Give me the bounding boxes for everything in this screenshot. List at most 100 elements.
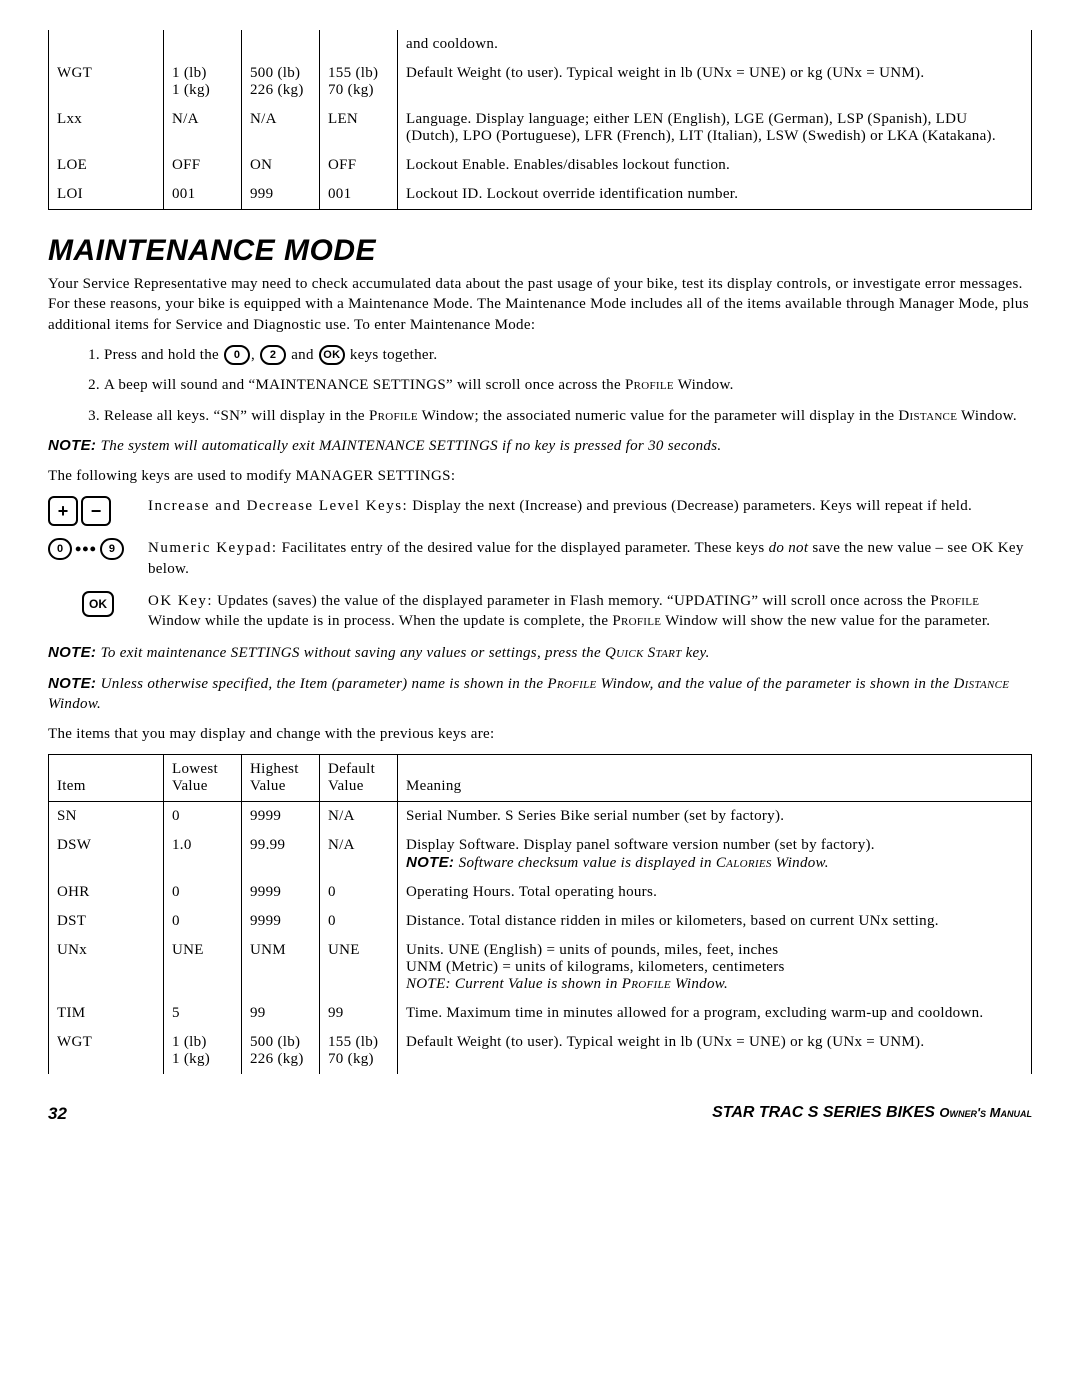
note-3: NOTE: Unless otherwise specified, the It… bbox=[48, 674, 1032, 715]
key-text: OK Key: Updates (saves) the value of the… bbox=[148, 591, 1032, 632]
note-text: Software checksum value is displayed in … bbox=[459, 855, 829, 871]
col-header: Item bbox=[49, 755, 164, 802]
section-title: MAINTENANCE MODE bbox=[48, 234, 1032, 268]
minus-key-icon: − bbox=[81, 496, 111, 526]
items-intro: The items that you may display and chang… bbox=[48, 724, 1032, 744]
cell: DST bbox=[49, 907, 164, 936]
cell: OFF bbox=[320, 151, 398, 180]
col-header: Meaning bbox=[398, 755, 1032, 802]
cell: Default Weight (to user). Typical weight… bbox=[398, 59, 1032, 105]
key-text: Numeric Keypad: Facilitates entry of the… bbox=[148, 538, 1032, 579]
cell: N/A bbox=[320, 831, 398, 878]
cell: 9999 bbox=[242, 878, 320, 907]
cell: Distance. Total distance ridden in miles… bbox=[398, 907, 1032, 936]
table-row: WGT 1 (lb) 1 (kg) 500 (lb) 226 (kg) 155 … bbox=[49, 1028, 1032, 1074]
cell: 99 bbox=[320, 999, 398, 1028]
text: A beep will sound and “MAINTENANCE SETTI… bbox=[104, 377, 625, 393]
note-text: The system will automatically exit MAINT… bbox=[101, 438, 722, 454]
note-1: NOTE: The system will automatically exit… bbox=[48, 436, 1032, 456]
text: Window. bbox=[957, 408, 1017, 424]
note-label: NOTE: bbox=[48, 437, 101, 454]
smallcaps: Profile bbox=[930, 593, 979, 609]
cell: Language. Display language; either LEN (… bbox=[398, 105, 1032, 151]
cell: 0 bbox=[164, 802, 242, 832]
table-row: OHR 0 9999 0 Operating Hours. Total oper… bbox=[49, 878, 1032, 907]
page-footer: 32 STAR TRAC S SERIES BIKES Owner's Manu… bbox=[48, 1104, 1032, 1130]
table-header: Item Lowest Value Highest Value Default … bbox=[49, 755, 1032, 802]
key-icons: OK bbox=[48, 591, 148, 617]
smallcaps: Distance bbox=[898, 408, 957, 424]
cell: LOI bbox=[49, 180, 164, 210]
cell: DSW bbox=[49, 831, 164, 878]
page-number: 32 bbox=[48, 1104, 67, 1123]
key-ok-icon: OK bbox=[319, 345, 345, 365]
cell: Display Software. Display panel software… bbox=[398, 831, 1032, 878]
cell: 155 (lb) 70 (kg) bbox=[320, 59, 398, 105]
note-label: NOTE: bbox=[48, 644, 101, 661]
cell: 500 (lb) 226 (kg) bbox=[242, 1028, 320, 1074]
note-label: NOTE: bbox=[48, 675, 101, 692]
cell: N/A bbox=[320, 802, 398, 832]
key-0-icon: 0 bbox=[48, 538, 72, 560]
key-ok-icon: OK bbox=[82, 591, 114, 617]
note-text: To exit maintenance SETTINGS without sav… bbox=[101, 645, 710, 661]
cell: UNE bbox=[320, 936, 398, 999]
text: Units. UNE (English) = units of pounds, … bbox=[406, 942, 785, 975]
table-row: SN 0 9999 N/A Serial Number. S Series Bi… bbox=[49, 802, 1032, 832]
cell: Lockout Enable. Enables/disables lockout… bbox=[398, 151, 1032, 180]
table-row: UNx UNE UNM UNE Units. UNE (English) = u… bbox=[49, 936, 1032, 999]
cell: UNM bbox=[242, 936, 320, 999]
cell: OHR bbox=[49, 878, 164, 907]
note-2: NOTE: To exit maintenance SETTINGS witho… bbox=[48, 643, 1032, 663]
col-header: Highest Value bbox=[242, 755, 320, 802]
cell: 001 bbox=[164, 180, 242, 210]
cell bbox=[164, 30, 242, 59]
step-2: A beep will sound and “MAINTENANCE SETTI… bbox=[104, 375, 1032, 395]
cell: 155 (lb) 70 (kg) bbox=[320, 1028, 398, 1074]
smallcaps: Profile bbox=[625, 377, 674, 393]
key-text: Increase and Decrease Level Keys: Displa… bbox=[148, 496, 1032, 516]
cell: SN bbox=[49, 802, 164, 832]
cell: Default Weight (to user). Typical weight… bbox=[398, 1028, 1032, 1074]
steps-list: Press and hold the 0, 2 and OK keys toge… bbox=[48, 345, 1032, 426]
cell: Lockout ID. Lockout override identificat… bbox=[398, 180, 1032, 210]
text: Window. bbox=[674, 377, 734, 393]
text: Window while the update is in process. W… bbox=[148, 613, 612, 629]
note-text: NOTE: Current Value is shown in Profile … bbox=[406, 976, 728, 992]
text: Display the next (Increase) and previous… bbox=[408, 498, 972, 514]
cell: Units. UNE (English) = units of pounds, … bbox=[398, 936, 1032, 999]
dots-icon: ••• bbox=[75, 539, 97, 560]
footer-title: STAR TRAC S SERIES BIKES Owner's Manual bbox=[712, 1104, 1032, 1122]
text: Facilitates entry of the desired value f… bbox=[278, 540, 769, 556]
cell: LOE bbox=[49, 151, 164, 180]
text: Updates (saves) the value of the display… bbox=[213, 593, 930, 609]
step-1: Press and hold the 0, 2 and OK keys toge… bbox=[104, 345, 1032, 366]
key-9-icon: 9 bbox=[100, 538, 124, 560]
cell: 99.99 bbox=[242, 831, 320, 878]
key-icons: + − bbox=[48, 496, 148, 526]
cell: WGT bbox=[49, 59, 164, 105]
text: keys together. bbox=[346, 347, 438, 363]
bottom-table: Item Lowest Value Highest Value Default … bbox=[48, 754, 1032, 1074]
cell: Time. Maximum time in minutes allowed fo… bbox=[398, 999, 1032, 1028]
text: STAR TRAC S SERIES BIKES bbox=[712, 1104, 939, 1121]
cell: 9999 bbox=[242, 802, 320, 832]
key-2-icon: 2 bbox=[260, 345, 286, 365]
top-table: and cooldown. WGT 1 (lb) 1 (kg) 500 (lb)… bbox=[48, 30, 1032, 210]
cell: UNE bbox=[164, 936, 242, 999]
key-label: Increase and Decrease Level Keys: bbox=[148, 498, 408, 514]
note-label: NOTE: bbox=[406, 854, 459, 871]
cell: 9999 bbox=[242, 907, 320, 936]
note-text: Unless otherwise specified, the Item (pa… bbox=[48, 676, 1009, 712]
plus-key-icon: + bbox=[48, 496, 78, 526]
key-icons: 0 ••• 9 bbox=[48, 538, 148, 560]
step-3: Release all keys. “SN” will display in t… bbox=[104, 406, 1032, 426]
key-numeric-row: 0 ••• 9 Numeric Keypad: Facilitates entr… bbox=[48, 538, 1032, 579]
table-row: Lxx N/A N/A LEN Language. Display langua… bbox=[49, 105, 1032, 151]
table-row: DSW 1.0 99.99 N/A Display Software. Disp… bbox=[49, 831, 1032, 878]
cell: TIM bbox=[49, 999, 164, 1028]
text: Press and hold the bbox=[104, 347, 223, 363]
cell: 0 bbox=[164, 907, 242, 936]
table-row: DST 0 9999 0 Distance. Total distance ri… bbox=[49, 907, 1032, 936]
cell: 0 bbox=[320, 878, 398, 907]
